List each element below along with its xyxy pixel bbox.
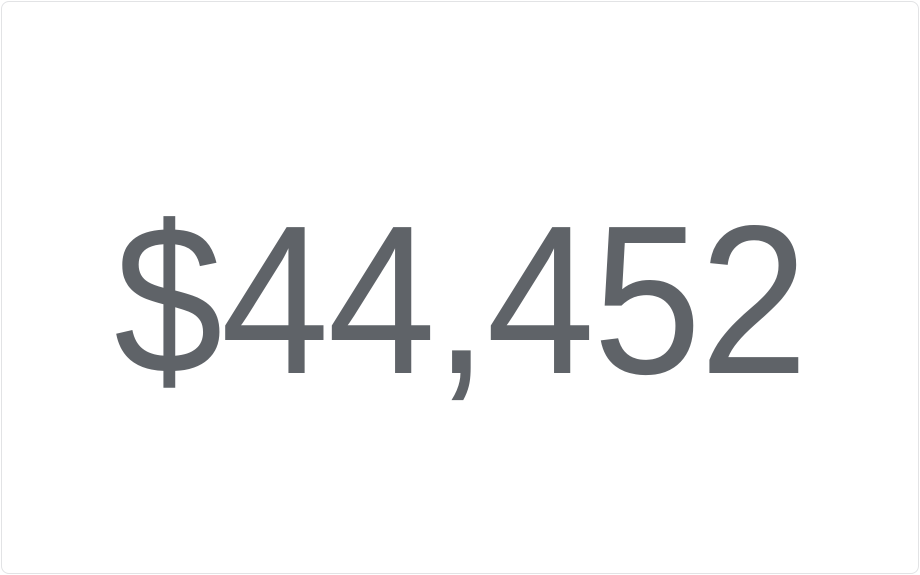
metric-value: $44,452 bbox=[113, 180, 808, 418]
